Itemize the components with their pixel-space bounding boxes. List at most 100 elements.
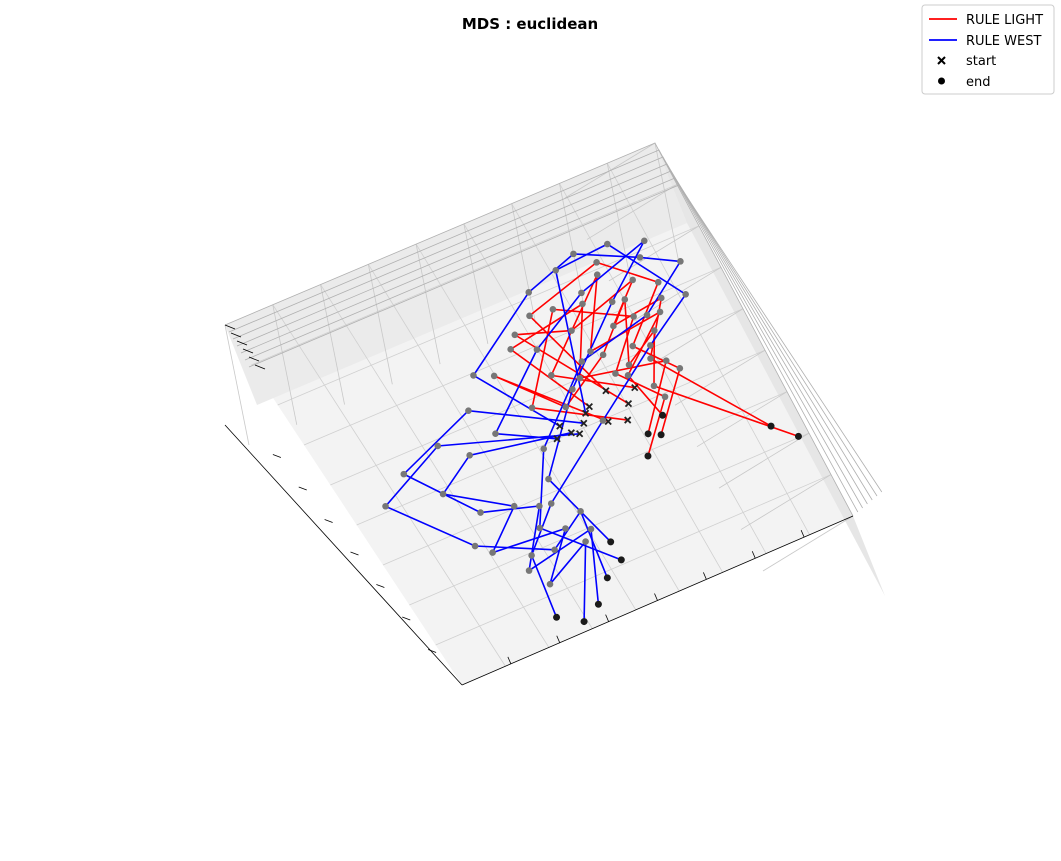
floor-gridline-u (272, 304, 506, 667)
side-wall-pane (655, 143, 885, 596)
end-marker (644, 452, 652, 460)
start-marker (553, 435, 561, 443)
data-point (492, 430, 499, 437)
data-point (582, 538, 589, 545)
axis-tick-bottom (507, 656, 512, 665)
floor-gridline-u (606, 163, 810, 535)
data-point (382, 502, 389, 510)
end-marker (659, 411, 667, 419)
floor-gridline-u (511, 203, 724, 573)
z-layer-edge (240, 170, 873, 501)
legend-marker-end (938, 77, 945, 85)
data-point (525, 567, 533, 574)
wall-gridline-back (415, 244, 441, 365)
start-marker (585, 402, 593, 411)
data-point (533, 346, 541, 353)
legend-marker-start (937, 56, 946, 65)
data-point (599, 351, 607, 359)
wall-gridline-side (762, 515, 854, 572)
data-point (548, 372, 555, 379)
data-point (656, 308, 664, 316)
legend-frame (921, 4, 1055, 95)
data-point (568, 327, 575, 334)
wall-gridline-side (718, 432, 810, 489)
wall-gridline-back (272, 304, 298, 425)
wall-gridline-side (674, 349, 766, 406)
data-point (577, 508, 584, 515)
start-marker (575, 430, 584, 438)
data-point (547, 500, 555, 507)
axis-tick-left (298, 486, 307, 491)
wall-gridline-back (320, 284, 345, 405)
data-point (647, 342, 654, 349)
wall-gridline-back (654, 142, 680, 264)
axis-tick-bottom (800, 529, 805, 538)
data-point (546, 580, 554, 588)
data-point (540, 445, 547, 453)
legend-label-rule-west: RULE WEST (966, 34, 1041, 49)
end-marker (603, 574, 611, 582)
data-point (661, 393, 669, 401)
wall-gridline-back (606, 163, 632, 284)
series-rule-light-trajectory-1 (512, 279, 772, 427)
data-point (578, 358, 586, 365)
wall-gridline-back (463, 223, 489, 344)
legend-label-rule-light: RULE LIGHT (966, 13, 1043, 28)
data-point (610, 322, 617, 330)
floor-gridline-v (409, 432, 810, 606)
data-point (510, 502, 518, 510)
floor-gridline-v (330, 308, 744, 486)
axis-tick-left (350, 551, 359, 556)
z-layer-edge (248, 184, 883, 493)
legend-label-start: start (966, 54, 996, 69)
data-point (640, 237, 648, 245)
end-marker (767, 422, 775, 430)
data-point (525, 289, 533, 296)
wall-gridline-side (652, 308, 744, 365)
wall-gridline-back (511, 203, 537, 324)
data-point (593, 271, 601, 278)
data-point (562, 525, 569, 532)
start-marker (624, 416, 632, 424)
end-marker (594, 600, 602, 608)
floor-gridline-v (277, 225, 700, 406)
data-point (608, 298, 616, 306)
data-point (466, 452, 473, 459)
data-point (629, 342, 637, 350)
axis-edge-left (224, 424, 463, 686)
data-point (562, 403, 570, 411)
axis-tick-z (230, 332, 242, 338)
wall-gridline-side (586, 184, 678, 240)
start-marker (567, 429, 575, 437)
back-wall-pane (225, 143, 687, 405)
data-point (552, 266, 560, 274)
data-point (549, 305, 557, 313)
series-rule-light-trajectory-3 (509, 302, 668, 434)
floor-gridline-u (320, 284, 550, 648)
data-point (507, 346, 514, 353)
z-layer-edge (244, 177, 878, 497)
data-point (477, 509, 484, 516)
data-point (489, 549, 496, 556)
data-point (682, 290, 689, 298)
axis-tick-left (376, 584, 385, 588)
end-marker (553, 613, 561, 621)
data-point (630, 313, 637, 320)
data-point (576, 374, 584, 382)
axis-tick-z (224, 324, 236, 330)
data-point (643, 311, 651, 319)
data-point (579, 300, 586, 308)
data-point (551, 546, 558, 554)
axis-tick-bottom (605, 614, 609, 622)
series-rule-west-trajectory-1 (402, 409, 600, 605)
start-marker (604, 417, 612, 426)
data-point (662, 357, 670, 364)
data-point (587, 525, 595, 533)
data-point (636, 254, 644, 261)
z-layer-edge (232, 156, 863, 509)
axis-tick-z (248, 356, 260, 362)
data-point (629, 276, 637, 284)
data-point (604, 240, 611, 248)
wall-gridline-back (559, 183, 584, 304)
